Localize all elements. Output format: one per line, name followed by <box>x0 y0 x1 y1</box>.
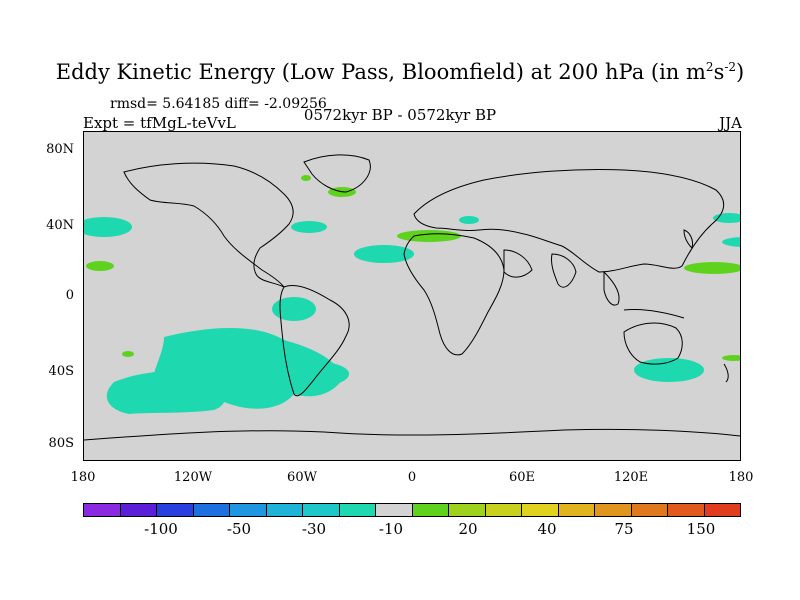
positive-anomaly-patches <box>86 175 740 361</box>
colorbar-swatch <box>668 504 705 516</box>
colorbar-swatch <box>193 504 230 516</box>
patch-arctic <box>301 175 311 181</box>
colorbar-label: -50 <box>226 520 252 538</box>
colorbar-swatch <box>522 504 559 516</box>
patch-nw-pacific-green <box>684 262 740 274</box>
map-svg <box>84 154 740 441</box>
lon-tick-120w: 120W <box>173 470 213 485</box>
patch-mid-atlantic <box>354 245 414 263</box>
lon-tick-0: 0 <box>407 470 417 485</box>
lat-tick-40n: 40N <box>46 218 74 233</box>
colorbar-swatch <box>339 504 376 516</box>
season-label: JJA <box>719 114 742 132</box>
colorbar-swatch <box>84 504 121 516</box>
colorbar-swatch <box>266 504 303 516</box>
colorbar <box>83 503 741 517</box>
colorbar-swatch <box>449 504 486 516</box>
colorbar-swatch <box>230 504 267 516</box>
coast-africa <box>403 233 505 356</box>
period-label: 0572kyr BP - 0572kyr BP <box>303 106 497 124</box>
patch-s-pacific-w <box>106 371 225 414</box>
colorbar-swatch <box>595 504 632 516</box>
patch-nw-pacific <box>713 213 740 223</box>
lat-tick-80n: 80N <box>46 142 74 157</box>
colorbar-swatch <box>704 504 740 516</box>
lon-tick-180w: 180 <box>70 470 96 485</box>
coast-japan <box>683 229 693 249</box>
patch-s-pacific-green-2 <box>722 355 740 361</box>
lat-tick-0: 0 <box>65 288 74 303</box>
colorbar-label: -100 <box>144 520 178 538</box>
lat-tick-40s: 40S <box>48 364 74 379</box>
colorbar-swatch <box>303 504 340 516</box>
colorbar-label: -30 <box>301 520 327 538</box>
patch-sahara <box>397 230 461 242</box>
colorbar-label: 20 <box>458 520 478 538</box>
colorbar-swatch <box>376 504 413 516</box>
chart-title: Eddy Kinetic Energy (Low Pass, Bloomfiel… <box>55 60 745 84</box>
colorbar-swatch <box>157 504 194 516</box>
patch-australia <box>634 358 704 382</box>
patch-mediterranean <box>459 216 479 224</box>
coast-greenland <box>303 154 371 193</box>
coast-australia <box>623 322 683 365</box>
colorbar-label: 150 <box>686 520 716 538</box>
patch-trop-pacific <box>272 297 316 321</box>
coast-europe-asia <box>413 168 725 273</box>
stats-label: rmsd= 5.64185 diff= -2.09256 <box>110 96 327 112</box>
lon-tick-180e: 180 <box>728 470 754 485</box>
lon-tick-60w: 60W <box>287 470 317 485</box>
lon-tick-60e: 60E <box>508 470 536 485</box>
experiment-label: Expt = tfMgL-teVvL <box>83 114 236 132</box>
patch-w-pacific <box>722 237 740 247</box>
colorbar-swatch <box>631 504 668 516</box>
colorbar-swatch <box>558 504 595 516</box>
map-panel <box>83 131 741 461</box>
colorbar-label: 40 <box>537 520 557 538</box>
coast-se-asia <box>603 270 620 306</box>
lon-tick-120e: 120E <box>613 470 649 485</box>
patch-s-pacific-green <box>122 351 134 357</box>
coast-antarctica <box>84 428 740 441</box>
coast-india <box>551 253 577 288</box>
coast-indonesia <box>623 309 685 319</box>
coast-south-america <box>279 285 350 397</box>
colorbar-swatch <box>412 504 449 516</box>
patch-n-pacific <box>84 217 132 237</box>
coast-north-america <box>123 162 294 288</box>
colorbar-label: -10 <box>378 520 404 538</box>
negative-anomaly-patches <box>84 213 740 414</box>
patch-n-atlantic <box>291 221 327 233</box>
coast-arabia <box>503 249 533 278</box>
coastlines <box>84 154 740 441</box>
colorbar-swatch <box>120 504 157 516</box>
lat-tick-80s: 80S <box>48 436 74 451</box>
patch-n-pacific-green <box>86 261 114 271</box>
colorbar-label: 75 <box>614 520 634 538</box>
coast-new-zealand <box>723 363 729 383</box>
colorbar-swatch <box>485 504 522 516</box>
